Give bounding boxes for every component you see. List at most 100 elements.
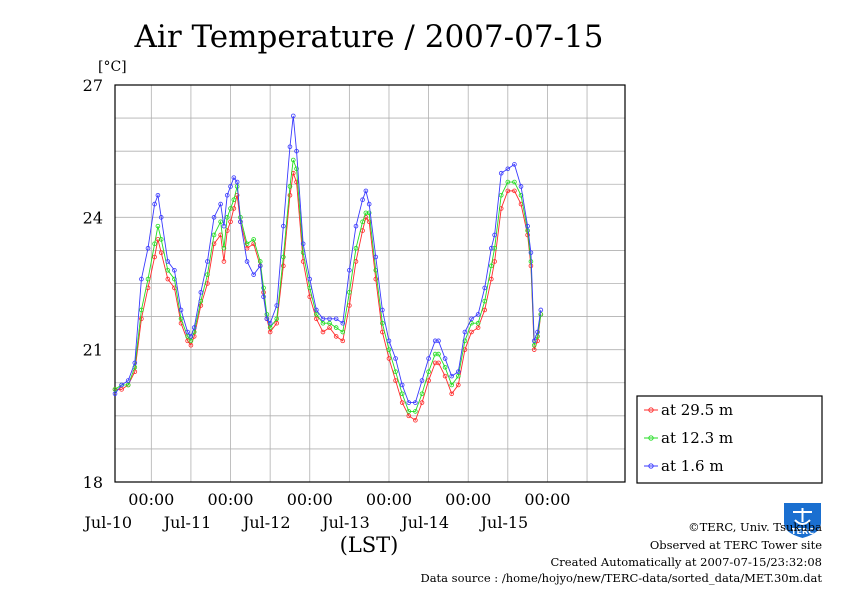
data-point: [231, 206, 237, 211]
data-point: [475, 312, 481, 317]
data-point: [386, 356, 392, 361]
legend: at 29.5 m at 12.3 m at 1.6 m: [636, 395, 823, 484]
terc-logo-text: TERC: [791, 527, 814, 536]
data-point: [432, 338, 438, 344]
legend-swatch-marker: [648, 435, 654, 441]
data-point: [360, 197, 365, 202]
y-axis-ticks: 18 21 24 27: [83, 76, 103, 492]
data-point: [158, 215, 164, 220]
data-point: [333, 334, 339, 339]
data-point: [436, 360, 441, 366]
data-point: [178, 316, 184, 322]
grid-lines: [115, 85, 625, 482]
x-date-label: Jul-12: [241, 513, 291, 532]
data-point: [393, 356, 398, 361]
data-point: [228, 219, 233, 225]
data-point: [228, 184, 233, 189]
data-point: [155, 192, 161, 198]
series-line: [114, 115, 542, 404]
chart-title: Air Temperature / 2007-07-15: [134, 19, 604, 55]
data-point: [188, 342, 194, 348]
data-point: [139, 276, 144, 282]
data-point: [139, 307, 144, 313]
data-point: [238, 219, 243, 225]
data-point: [211, 215, 217, 220]
data-point: [512, 162, 517, 167]
data-point: [363, 210, 369, 216]
data-point: [340, 320, 346, 326]
data-point: [419, 391, 425, 397]
data-point: [205, 272, 210, 277]
data-point: [287, 144, 293, 150]
data-point: [251, 237, 256, 242]
data-point: [320, 329, 326, 335]
data-point: [347, 267, 352, 273]
data-point: [132, 360, 138, 366]
data-point: [462, 329, 468, 335]
plot-frame: [114, 84, 626, 483]
data-point: [152, 254, 157, 260]
data-point: [413, 409, 418, 414]
data-point: [363, 188, 369, 194]
data-point: [327, 325, 332, 330]
legend-swatch-marker: [648, 407, 654, 413]
data-point: [538, 307, 544, 313]
data-point: [386, 338, 392, 344]
data-point: [221, 245, 227, 251]
data-point: [294, 148, 299, 154]
data-point: [492, 245, 497, 251]
series-at-1-6-m: [112, 113, 544, 405]
data-point: [221, 223, 227, 229]
series-at-12-3-m: [112, 157, 544, 414]
data-point: [399, 391, 405, 397]
x-date-label: Jul-11: [162, 513, 212, 532]
credit-created: Created Automatically at 2007-07-15/23:3…: [551, 555, 823, 569]
credit-observed: Observed at TERC Tower site: [650, 538, 822, 552]
data-point: [185, 334, 190, 339]
data-point: [475, 320, 481, 326]
data-point: [386, 347, 392, 352]
data-point: [152, 241, 157, 247]
data-point: [221, 259, 227, 264]
legend-entry: at 1.6 m: [661, 457, 724, 475]
data-point: [224, 192, 230, 198]
legend-box: [636, 395, 823, 484]
data-point: [119, 382, 124, 388]
data-point: [419, 378, 425, 383]
data-point: [373, 254, 379, 260]
data-point: [347, 290, 352, 295]
data-point: [165, 276, 171, 282]
data-point: [469, 316, 474, 322]
data-point: [267, 329, 273, 335]
data-point: [393, 369, 398, 375]
data-point: [251, 241, 256, 247]
data-point: [244, 259, 250, 264]
data-point: [442, 373, 448, 379]
data-point: [234, 179, 240, 185]
data-point: [482, 285, 488, 291]
x-axis-ticks: 00:00 Jul-10 00:00 Jul-11 00:00 Jul-12 00:00 Ju…: [83, 490, 571, 532]
data-point: [366, 210, 372, 216]
data-point: [489, 276, 494, 282]
data-point: [188, 334, 194, 339]
data-point: [112, 391, 118, 397]
data-point: [449, 391, 454, 397]
data-point: [314, 312, 319, 317]
data-point: [314, 316, 319, 322]
data-point: [119, 387, 124, 392]
data-point: [228, 206, 233, 211]
data-point: [274, 303, 280, 308]
data-point: [314, 307, 319, 313]
data-point: [456, 382, 461, 388]
data-point: [165, 259, 171, 264]
series-line: [114, 159, 542, 412]
data-point: [125, 378, 131, 383]
x-tick-label: 00:00: [128, 490, 174, 509]
data-point: [185, 329, 190, 335]
data-point: [218, 219, 223, 225]
data-point: [380, 307, 385, 313]
data-point: [281, 263, 286, 269]
data-point: [244, 241, 250, 247]
data-point: [406, 413, 412, 419]
